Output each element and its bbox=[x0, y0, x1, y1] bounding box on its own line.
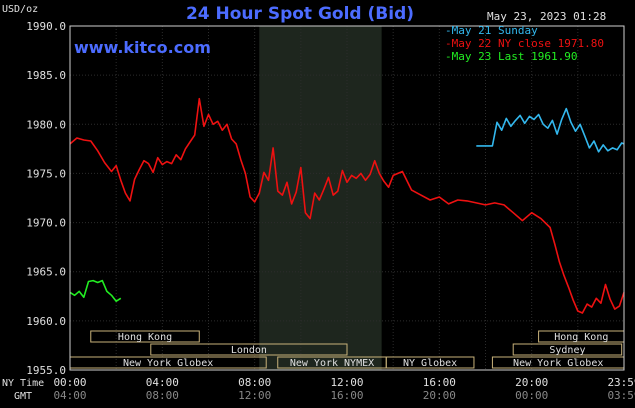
y-tick-label: 1975.0 bbox=[26, 167, 66, 180]
y-tick-label: 1960.0 bbox=[26, 315, 66, 328]
x-tick-label-gmt: 03:59 bbox=[607, 389, 635, 402]
x-tick-label-gmt: 12:00 bbox=[238, 389, 271, 402]
session-box bbox=[512, 343, 623, 356]
y-tick-label: 1965.0 bbox=[26, 266, 66, 279]
x-tick-label-ny: 23:59 bbox=[607, 376, 635, 389]
y-tick-label: 1970.0 bbox=[26, 217, 66, 230]
legend-entry: -May 22 NY close 1971.80 bbox=[445, 37, 604, 50]
gmt-label: GMT bbox=[14, 391, 32, 402]
watermark: www.kitco.com bbox=[74, 38, 211, 57]
x-tick-label-gmt: 16:00 bbox=[330, 389, 363, 402]
y-tick-label: 1985.0 bbox=[26, 69, 66, 82]
plot-frame bbox=[69, 25, 625, 371]
y-tick-label: 1955.0 bbox=[26, 364, 66, 377]
timestamp: May 23, 2023 01:28 bbox=[487, 10, 606, 23]
y-tick-label: 1990.0 bbox=[26, 20, 66, 33]
y-tick-label: 1980.0 bbox=[26, 118, 66, 131]
x-tick-label-ny: 12:00 bbox=[330, 376, 363, 389]
session-label: New York Globex bbox=[123, 358, 213, 369]
x-tick-label-ny: 20:00 bbox=[515, 376, 548, 389]
x-tick-label-gmt: 20:00 bbox=[423, 389, 456, 402]
x-tick-label-ny: 08:00 bbox=[238, 376, 271, 389]
session-label: NY Globex bbox=[403, 358, 457, 369]
series-line-3 bbox=[69, 279, 122, 303]
session-label: New York Globex bbox=[513, 358, 603, 369]
x-tick-label-ny: 04:00 bbox=[146, 376, 179, 389]
session-box bbox=[90, 330, 200, 343]
series-line-1 bbox=[476, 107, 625, 153]
session-label: Sydney bbox=[549, 345, 585, 356]
ny-time-label: NY Time bbox=[2, 378, 44, 389]
y-axis-label: USD/oz bbox=[2, 4, 38, 15]
x-tick-label-ny: 00:00 bbox=[53, 376, 86, 389]
legend-entry: -May 21 Sunday bbox=[445, 24, 538, 37]
legend-entry: -May 23 Last 1961.90 bbox=[445, 50, 577, 63]
session-box bbox=[150, 343, 348, 356]
session-label: New York NYMEX bbox=[290, 358, 374, 369]
session-label: London bbox=[231, 345, 267, 356]
session-box bbox=[385, 356, 475, 369]
chart-title: 24 Hour Spot Gold (Bid) bbox=[186, 4, 414, 24]
series-line-2 bbox=[69, 97, 625, 314]
x-tick-label-gmt: 04:00 bbox=[53, 389, 86, 402]
session-label: Hong Kong bbox=[554, 332, 608, 343]
x-tick-label-gmt: 00:00 bbox=[515, 389, 548, 402]
session-label: Hong Kong bbox=[118, 332, 172, 343]
x-tick-label-ny: 16:00 bbox=[423, 376, 456, 389]
x-tick-label-gmt: 08:00 bbox=[146, 389, 179, 402]
